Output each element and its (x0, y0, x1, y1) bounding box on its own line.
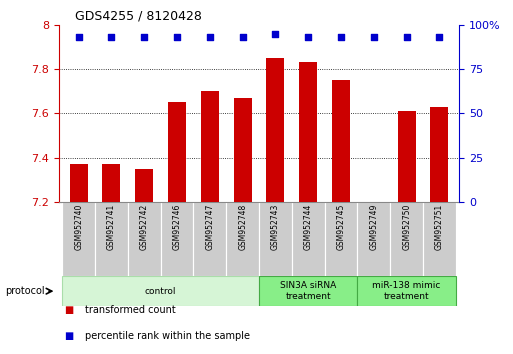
Bar (62, 276, 259, 306)
Bar (423, 202, 456, 276)
Point (239, 34, 247, 40)
Point (271, 31, 280, 36)
Bar (325, 202, 358, 276)
Bar (266, 58, 285, 354)
Bar (226, 202, 259, 276)
Bar (233, 98, 252, 354)
Bar (292, 202, 325, 276)
Point (173, 34, 181, 40)
Bar (168, 102, 186, 354)
Text: GSM952742: GSM952742 (140, 204, 149, 250)
Point (74, 34, 83, 40)
Bar (390, 202, 423, 276)
Text: GSM952748: GSM952748 (238, 204, 247, 250)
Text: GDS4255 / 8120428: GDS4255 / 8120428 (75, 9, 202, 22)
Point (206, 34, 214, 40)
Text: GSM952743: GSM952743 (271, 204, 280, 250)
Bar (135, 169, 153, 354)
Bar (201, 91, 219, 354)
Bar (299, 62, 317, 354)
Point (436, 34, 444, 40)
Bar (430, 107, 448, 354)
Bar (128, 202, 161, 276)
Text: transformed count: transformed count (85, 305, 175, 315)
Bar (70, 164, 88, 354)
Text: ■: ■ (64, 331, 73, 341)
Text: protocol: protocol (5, 286, 45, 296)
Point (337, 34, 345, 40)
Point (403, 34, 411, 40)
Bar (358, 202, 390, 276)
Point (304, 34, 312, 40)
Bar (259, 276, 358, 306)
Text: GSM952740: GSM952740 (74, 204, 83, 250)
Bar (332, 80, 350, 354)
Text: GSM952750: GSM952750 (402, 204, 411, 250)
Text: percentile rank within the sample: percentile rank within the sample (85, 331, 250, 341)
Bar (398, 111, 416, 354)
Bar (193, 202, 226, 276)
Text: SIN3A siRNA
treatment: SIN3A siRNA treatment (280, 281, 337, 301)
Bar (358, 276, 456, 306)
Text: ■: ■ (64, 305, 73, 315)
Point (140, 34, 148, 40)
Text: GSM952744: GSM952744 (304, 204, 313, 250)
Bar (103, 164, 121, 354)
Text: GSM952747: GSM952747 (205, 204, 214, 250)
Text: GSM952745: GSM952745 (337, 204, 346, 250)
Text: GSM952749: GSM952749 (369, 204, 379, 250)
Bar (161, 202, 193, 276)
Text: GSM952741: GSM952741 (107, 204, 116, 250)
Bar (259, 202, 292, 276)
Text: GSM952746: GSM952746 (172, 204, 182, 250)
Bar (365, 202, 383, 354)
Text: control: control (145, 287, 176, 296)
Point (107, 34, 115, 40)
Text: GSM952751: GSM952751 (435, 204, 444, 250)
Bar (95, 202, 128, 276)
Point (370, 34, 378, 40)
Bar (62, 202, 95, 276)
Text: miR-138 mimic
treatment: miR-138 mimic treatment (372, 281, 441, 301)
